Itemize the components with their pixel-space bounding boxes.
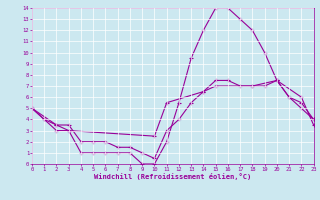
X-axis label: Windchill (Refroidissement éolien,°C): Windchill (Refroidissement éolien,°C) xyxy=(94,173,252,180)
